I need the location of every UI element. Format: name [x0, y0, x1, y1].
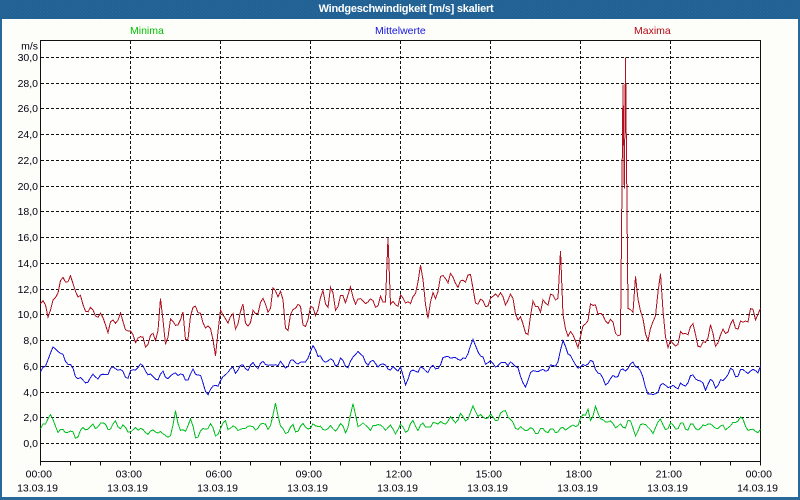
svg-text:18:00: 18:00: [566, 469, 592, 481]
svg-text:06:00: 06:00: [206, 469, 232, 481]
svg-text:13.03.19: 13.03.19: [287, 483, 328, 495]
svg-text:14,0: 14,0: [18, 258, 39, 270]
svg-text:12,0: 12,0: [18, 284, 39, 296]
svg-text:20,0: 20,0: [18, 181, 39, 193]
svg-text:00:00: 00:00: [746, 469, 772, 481]
svg-text:0,0: 0,0: [23, 438, 38, 450]
svg-text:13.03.19: 13.03.19: [467, 483, 508, 495]
svg-text:00:00: 00:00: [26, 469, 52, 481]
svg-text:10,0: 10,0: [18, 309, 39, 321]
svg-text:13.03.19: 13.03.19: [377, 483, 418, 495]
svg-text:22,0: 22,0: [18, 155, 39, 167]
svg-text:m/s: m/s: [21, 41, 38, 53]
svg-text:13.03.19: 13.03.19: [107, 483, 148, 495]
svg-text:09:00: 09:00: [296, 469, 322, 481]
svg-text:2,0: 2,0: [23, 412, 38, 424]
svg-text:12:00: 12:00: [386, 469, 412, 481]
svg-text:18,0: 18,0: [18, 206, 39, 218]
svg-text:21:00: 21:00: [656, 469, 682, 481]
svg-text:14.03.19: 14.03.19: [737, 483, 778, 495]
svg-text:13.03.19: 13.03.19: [647, 483, 688, 495]
svg-text:13.03.19: 13.03.19: [197, 483, 238, 495]
svg-text:16,0: 16,0: [18, 232, 39, 244]
svg-text:03:00: 03:00: [116, 469, 142, 481]
svg-text:24,0: 24,0: [18, 129, 39, 141]
svg-text:13.03.19: 13.03.19: [557, 483, 598, 495]
svg-text:6,0: 6,0: [23, 361, 38, 373]
svg-text:28,0: 28,0: [18, 78, 39, 90]
svg-text:30,0: 30,0: [18, 52, 39, 64]
svg-text:26,0: 26,0: [18, 103, 39, 115]
svg-text:4,0: 4,0: [23, 387, 38, 399]
svg-text:13.03.19: 13.03.19: [17, 483, 58, 495]
svg-text:8,0: 8,0: [23, 335, 38, 347]
svg-text:15:00: 15:00: [476, 469, 502, 481]
